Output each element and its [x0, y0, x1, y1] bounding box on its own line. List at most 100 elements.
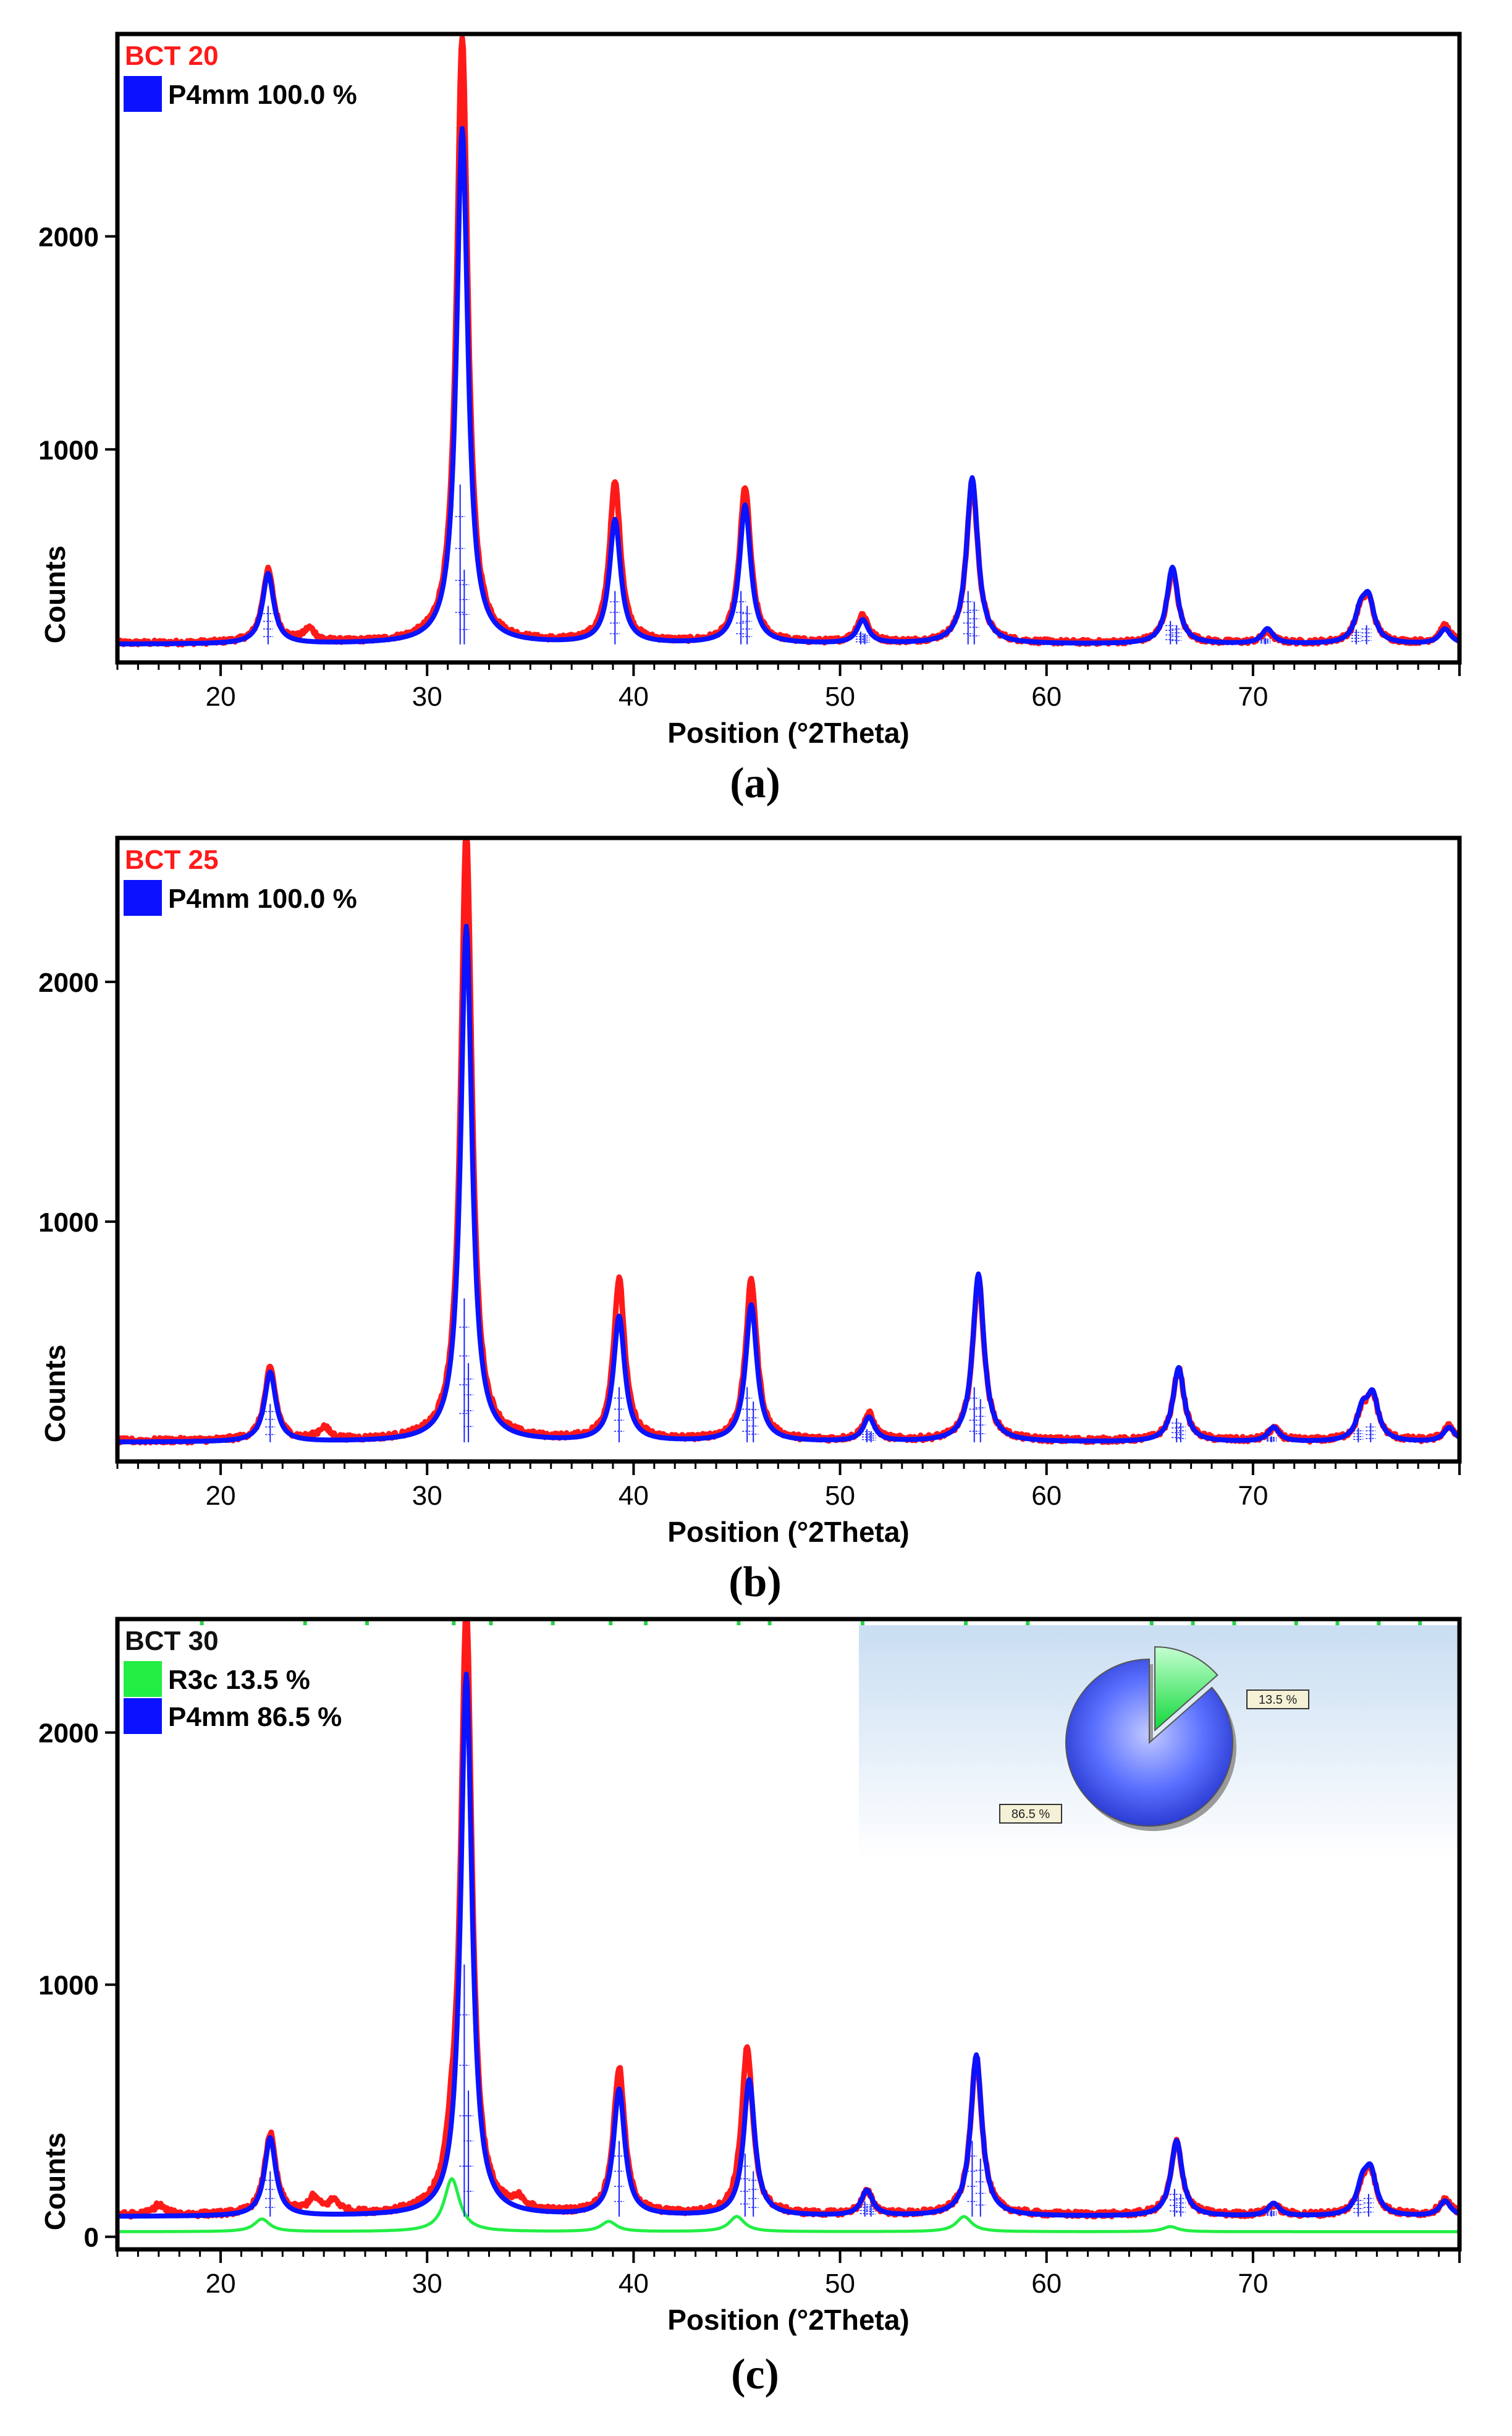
panel-caption: (a) [730, 759, 780, 807]
series-observed [117, 838, 1459, 1446]
y-axis: 1000 2000 Counts [38, 968, 117, 1442]
x-tick-label: 40 [619, 682, 649, 712]
x-tick-label: 30 [412, 682, 442, 712]
reflection-tick [1418, 1620, 1422, 1625]
legend-label: P4mm 86.5 % [168, 1702, 342, 1732]
reflection-tick [365, 1620, 369, 1625]
plot-area [117, 35, 1459, 648]
x-axis-label: Position (°2Theta) [667, 2304, 910, 2336]
y-tick-label: 2000 [38, 968, 99, 998]
y-axis-label: Counts [39, 2133, 71, 2230]
series-calculated [117, 923, 1459, 1445]
inset-pie-chart: 13.5 % 86.5 % [859, 1625, 1459, 1860]
y-axis-label: Counts [39, 546, 71, 643]
y-tick-label: 1000 [38, 435, 99, 465]
y-tick-label: 1000 [38, 1971, 99, 2001]
chart-panel-a: 20 30 40 50 60 70 Position (°2Theta) 1000 2000 Co… [38, 32, 1462, 807]
reflection-tick [489, 1620, 493, 1625]
legend: P4mm 100.0 % [124, 880, 357, 916]
plot-area: 13.5 % 86.5 % [117, 1619, 1459, 2233]
pie-label-small: 13.5 % [1246, 1690, 1309, 1709]
reflection-tick [964, 1620, 968, 1625]
plot-frame [115, 32, 1462, 665]
y-tick-label: 1000 [38, 1207, 99, 1238]
reflection-tick [1294, 1620, 1298, 1625]
reflection-tick [1026, 1620, 1030, 1625]
y-axis: 0 1000 2000 Counts [38, 1719, 117, 2253]
sample-title: BCT 20 [125, 41, 219, 71]
reflection-tick [551, 1620, 555, 1625]
legend: P4mm 100.0 % [124, 76, 357, 112]
x-axis: 20 30 40 50 60 70 Position (°2Theta) [116, 1461, 1461, 1548]
x-tick-label: 70 [1238, 682, 1268, 712]
x-tick-label: 60 [1031, 682, 1062, 712]
reflection-tick [303, 1620, 307, 1625]
legend-swatch [124, 76, 162, 112]
plot-frame [115, 835, 1462, 1464]
x-tick-label: 60 [1031, 2269, 1062, 2299]
y-axis: 1000 2000 Counts [38, 222, 117, 643]
legend-label: P4mm 100.0 % [168, 80, 357, 110]
y-axis-label: Counts [39, 1345, 71, 1442]
reflection-tick [1377, 1620, 1381, 1625]
series-p4mm-calculated [117, 1672, 1459, 2219]
x-tick-label: 50 [825, 682, 855, 712]
x-tick-label: 30 [412, 2269, 442, 2299]
x-tick-label: 20 [206, 682, 236, 712]
reflection-tick [1335, 1620, 1340, 1625]
legend-label: R3c 13.5 % [168, 1665, 310, 1695]
series-r3c-calculated [117, 2177, 1459, 2233]
pie-label-big: 86.5 % [999, 1804, 1062, 1824]
x-axis: 20 30 40 50 60 70 Position (°2Theta) [116, 2249, 1461, 2336]
legend: R3c 13.5 % P4mm 86.5 % [124, 1661, 342, 1734]
pie-label-text-big: 86.5 % [1012, 1808, 1050, 1821]
plot-area [117, 838, 1459, 1446]
x-axis-label: Position (°2Theta) [667, 717, 910, 749]
reflection-tick [200, 1620, 204, 1625]
series-calculated [117, 125, 1459, 646]
x-axis: 20 30 40 50 60 70 Position (°2Theta) [116, 662, 1461, 749]
y-tick-label: 2000 [38, 1719, 99, 1749]
x-tick-label: 60 [1031, 1481, 1062, 1511]
panel-caption: (c) [731, 2351, 779, 2398]
y-tick-label: 2000 [38, 222, 99, 253]
x-tick-label: 70 [1238, 2269, 1268, 2299]
x-axis-label: Position (°2Theta) [667, 1516, 910, 1548]
reflection-tick [1232, 1620, 1236, 1625]
plot-frame [115, 1617, 1462, 2252]
x-tick-label: 30 [412, 1481, 442, 1511]
chart-panel-c: 13.5 % 86.5 % 20 30 40 50 60 70 Position (°2Thet… [38, 1617, 1462, 2398]
panel-caption: (b) [729, 1558, 782, 1606]
legend-swatch [124, 880, 162, 916]
y-tick-label: 0 [84, 2223, 99, 2253]
reflection-tick [452, 1620, 456, 1625]
x-tick-label: 50 [825, 1481, 855, 1511]
x-tick-label: 40 [619, 2269, 649, 2299]
reflection-tick [609, 1620, 613, 1625]
legend-swatch [124, 1698, 162, 1734]
reflection-tick [860, 1620, 864, 1625]
x-tick-label: 50 [825, 2269, 855, 2299]
legend-swatch [124, 1661, 162, 1697]
sample-title: BCT 25 [125, 845, 219, 875]
x-tick-label: 20 [206, 2269, 236, 2299]
top-reflection-ticks [200, 1620, 1422, 1625]
reflection-markers [265, 1298, 1376, 1442]
reflection-markers [263, 484, 1372, 645]
legend-label: P4mm 100.0 % [168, 884, 357, 914]
sample-title: BCT 30 [125, 1626, 219, 1656]
reflection-tick [644, 1620, 648, 1625]
pie-slice-r3c [1154, 1646, 1218, 1732]
reflection-tick [767, 1620, 772, 1625]
reflection-tick [1149, 1620, 1154, 1625]
reflection-tick [737, 1620, 741, 1625]
x-tick-label: 40 [619, 1481, 649, 1511]
chart-panel-b: 20 30 40 50 60 70 Position (°2Theta) 1000 2000 Co… [38, 835, 1462, 1606]
x-tick-label: 70 [1238, 1481, 1268, 1511]
x-tick-label: 20 [206, 1481, 236, 1511]
series-observed [117, 35, 1459, 648]
reflection-markers [265, 1964, 1374, 2217]
pie-slice-p4mm [1065, 1658, 1234, 1827]
reflection-tick [1191, 1620, 1195, 1625]
